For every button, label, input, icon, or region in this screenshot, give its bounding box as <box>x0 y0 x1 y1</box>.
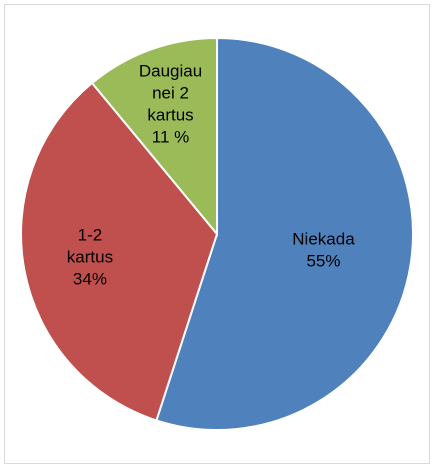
slice-label-3-line-4: 11 % <box>152 127 190 146</box>
pie-slice-1 <box>155 36 414 431</box>
pie-slice-2 <box>20 81 219 422</box>
slice-label-3-line-1: Daugiau <box>139 61 202 80</box>
slice-label-1-line-2: 55% <box>306 251 340 270</box>
slice-label-3-line-3: kartus <box>147 105 193 124</box>
pie-slice-3 <box>90 36 218 237</box>
slice-label-2-line-1: 1-2 <box>78 226 103 245</box>
slice-label-2-line-2: kartus <box>67 248 113 267</box>
slice-label-1: Niekada 55% <box>292 229 355 270</box>
slice-label-3: Daugiau nei 2 kartus 11 % <box>139 61 202 146</box>
slice-label-2: 1-2 kartus 34% <box>67 226 113 289</box>
slice-label-2-line-3: 34% <box>73 270 107 289</box>
slice-label-3-line-2: nei 2 <box>152 83 189 102</box>
slice-label-1-line-1: Niekada <box>292 229 355 248</box>
